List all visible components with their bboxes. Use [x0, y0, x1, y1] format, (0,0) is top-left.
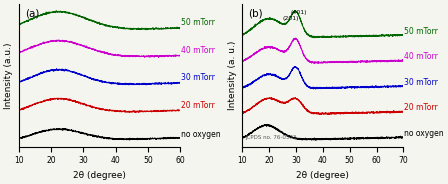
Y-axis label: Intensity (a. u.): Intensity (a. u.) [228, 41, 237, 110]
Text: 50 mTorr: 50 mTorr [181, 18, 215, 27]
Text: (a): (a) [25, 8, 39, 18]
Text: (401): (401) [290, 10, 307, 15]
Text: no oxygen: no oxygen [404, 129, 444, 138]
Text: no oxygen: no oxygen [181, 130, 220, 139]
Text: 40 mTorr: 40 mTorr [181, 45, 215, 54]
Y-axis label: Intensity (a.u.): Intensity (a.u.) [4, 42, 13, 109]
Text: 30 mTorr: 30 mTorr [404, 78, 438, 87]
Text: 20 mTorr: 20 mTorr [404, 103, 438, 112]
Text: 40 mTorr: 40 mTorr [404, 52, 438, 61]
Text: 30 mTorr: 30 mTorr [181, 73, 215, 82]
Text: 50 mTorr: 50 mTorr [404, 27, 438, 36]
X-axis label: 2θ (degree): 2θ (degree) [73, 171, 126, 180]
Text: 20 mTorr: 20 mTorr [181, 101, 215, 110]
Text: JCPDS no. 76-0573: JCPDS no. 76-0573 [246, 135, 297, 140]
X-axis label: 2θ (degree): 2θ (degree) [296, 171, 349, 180]
Text: (b): (b) [249, 8, 263, 18]
Text: (201): (201) [282, 16, 299, 21]
